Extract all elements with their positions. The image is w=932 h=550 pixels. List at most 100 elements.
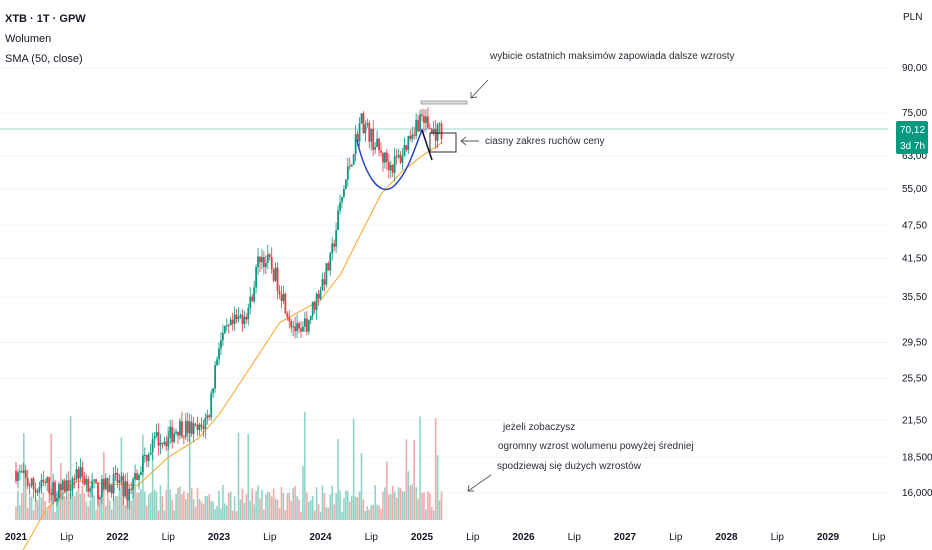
volume-bar — [200, 501, 203, 520]
x-tick-label: Lip — [771, 532, 785, 543]
volume-bar — [83, 493, 86, 520]
volume-bar — [169, 489, 172, 520]
annotation-volume-2[interactable]: ogromny wzrost wolumenu powyżej średniej — [498, 441, 694, 452]
volume-bar — [183, 490, 185, 520]
volume-bar — [389, 493, 392, 520]
candle-body — [110, 484, 113, 494]
candle-body — [15, 470, 17, 481]
volume-bar — [56, 492, 58, 520]
x-axis[interactable]: 2021 Lip 2022 Lip 2023 Lip 2024 Lip 2025 Lip 2026 L… — [5, 532, 886, 543]
volume-bar — [79, 493, 82, 520]
volume-bar — [171, 499, 173, 520]
candle-body — [235, 314, 238, 320]
x-tick-label: Lip — [568, 532, 582, 543]
volume-bar — [104, 506, 107, 520]
candle-body — [134, 473, 136, 480]
y-axis[interactable]: 90,00 75,00 63,00 55,00 47,50 41,50 35,50 29,50… — [902, 63, 932, 499]
candle-body — [419, 114, 421, 132]
volume-bar — [58, 486, 60, 520]
volume-bar — [296, 496, 298, 520]
candle-body — [382, 152, 384, 163]
candle-body — [206, 415, 209, 419]
cup-pattern-drawing[interactable] — [356, 127, 433, 191]
arrow-breakout[interactable] — [470, 79, 489, 99]
candle-body — [24, 470, 27, 478]
candle-body — [114, 472, 117, 475]
candle-body — [67, 480, 70, 491]
handle-line[interactable] — [421, 129, 433, 161]
candle-body — [421, 114, 423, 116]
volume-bar — [372, 504, 375, 520]
candle-body — [177, 431, 179, 436]
candle-body — [167, 437, 170, 447]
volume-bar — [122, 492, 125, 520]
arrow-volume[interactable] — [467, 474, 492, 492]
volume-bar — [304, 412, 306, 520]
volume-bar — [335, 493, 337, 520]
volume-bar — [110, 509, 113, 520]
candle-body — [364, 124, 367, 134]
candle-body — [352, 154, 355, 165]
volume-bar — [253, 504, 255, 520]
tight-range-box[interactable] — [429, 132, 457, 153]
candle-body — [216, 359, 218, 366]
candle-body — [251, 296, 254, 302]
candle-body — [343, 189, 345, 197]
annotation-volume-1[interactable]: jeżeli zobaczysz — [502, 422, 575, 433]
candle-body — [99, 497, 101, 500]
candle-body — [403, 145, 406, 157]
candle-body — [374, 146, 377, 150]
annotation-volume-3[interactable]: spodziewaj się dużych wzrostów — [497, 461, 642, 472]
candle-body — [73, 478, 76, 480]
volume-bar — [384, 487, 386, 520]
volume-bar — [407, 471, 410, 520]
candle-body — [282, 293, 285, 301]
volume-bar — [427, 491, 429, 520]
candle-body — [159, 442, 162, 446]
candle-body — [321, 279, 324, 291]
volume-bar — [401, 491, 404, 520]
volume-bar — [124, 505, 127, 520]
volume-bar — [17, 490, 19, 520]
volume-indicator-label[interactable]: Wolumen — [5, 33, 52, 45]
volume-bar — [391, 485, 394, 520]
volume-bar — [423, 492, 425, 520]
candle-body — [190, 421, 193, 434]
volume-bar — [280, 487, 283, 520]
candle-body — [264, 262, 267, 267]
volume-bar — [425, 509, 427, 520]
volume-bar — [343, 498, 345, 520]
y-tick-label: 29,50 — [902, 337, 927, 348]
candle-body — [194, 423, 197, 425]
volume-bar — [62, 496, 64, 520]
volume-bar — [67, 492, 70, 520]
candle-body — [229, 319, 232, 326]
candle-body — [196, 424, 199, 431]
candle-body — [237, 316, 240, 320]
symbol-title[interactable]: XTB · 1T · GPW — [5, 13, 86, 25]
sma-indicator-label[interactable]: SMA (50, close) — [5, 53, 83, 65]
candle-body — [79, 467, 82, 479]
candle-body — [145, 455, 148, 461]
candle-body — [19, 471, 21, 473]
breakout-level-bar[interactable] — [420, 100, 468, 105]
candle-body — [104, 478, 107, 490]
volume-bar — [247, 433, 250, 520]
volume-bar — [366, 506, 369, 520]
candle-body — [124, 481, 127, 497]
arrow-volume-head — [467, 484, 474, 492]
candle-body — [32, 478, 35, 490]
candle-body — [179, 421, 181, 436]
volume-bar — [185, 499, 187, 520]
candle-body — [210, 393, 213, 418]
candle-body — [188, 421, 191, 434]
annotation-breakout[interactable]: wybicie ostatnich maksimów zapowiada dal… — [489, 51, 735, 62]
y-tick-label: 21,50 — [902, 415, 927, 426]
volume-bar — [145, 505, 148, 520]
candle-body — [169, 426, 172, 438]
annotation-tight-range[interactable]: ciasny zakres ruchów ceny — [485, 136, 605, 147]
candle-body — [89, 488, 92, 492]
candle-body — [87, 478, 90, 492]
volume-bar — [108, 500, 111, 520]
